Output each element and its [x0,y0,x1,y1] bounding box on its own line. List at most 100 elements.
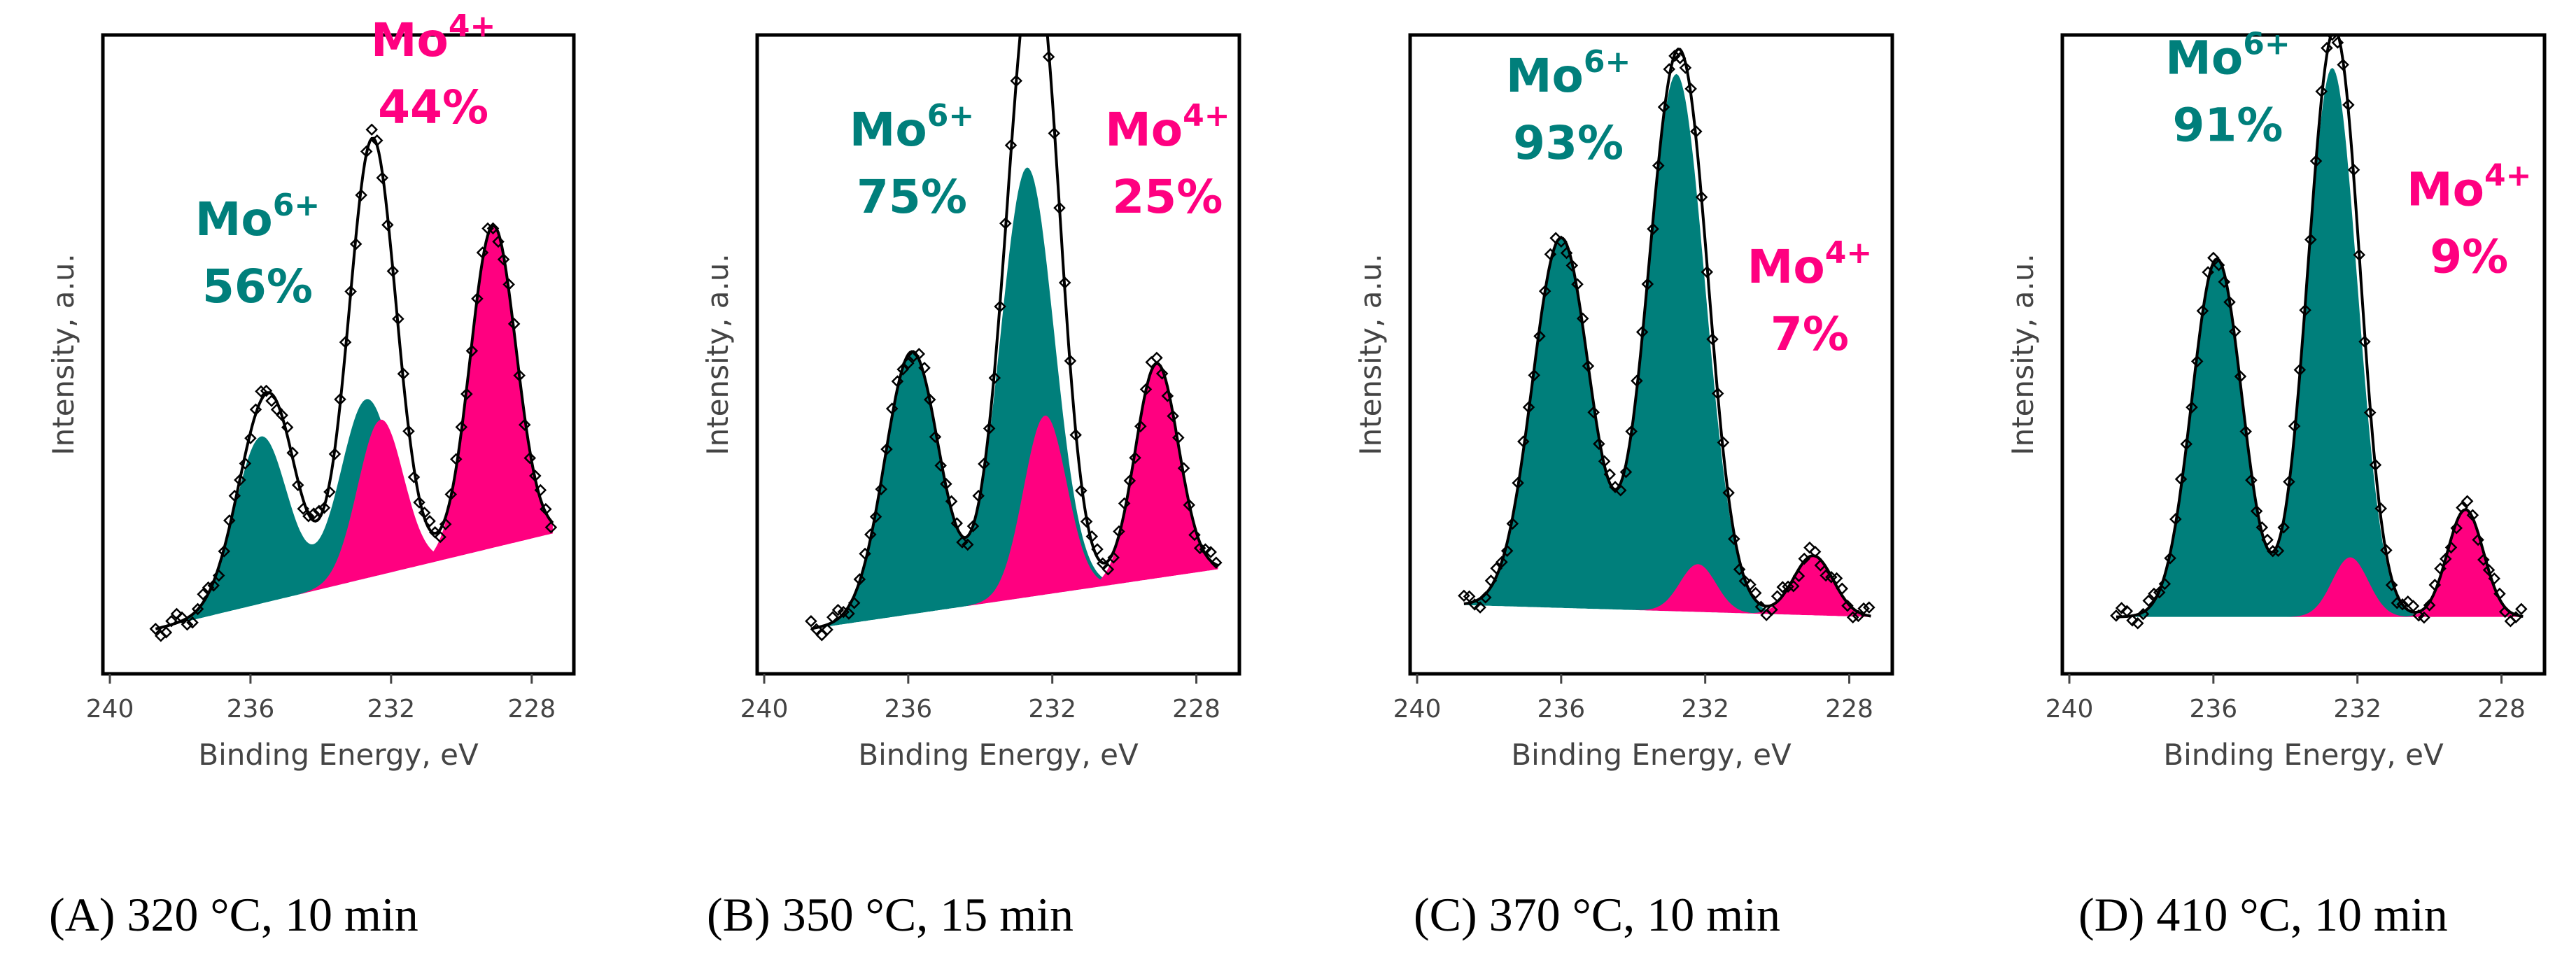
data-point [1167,409,1179,423]
plot-frame [2060,33,2547,676]
data-point [1204,546,1217,558]
data-point [2412,609,2425,622]
data-point [1210,556,1223,569]
annotation-mo4plus: Mo4+ 7% [1747,235,1873,361]
data-point [2132,617,2144,630]
data-point [450,453,463,465]
baseline-region [155,533,553,674]
envelope-line [155,136,554,630]
data-point [880,443,893,456]
data-point [2266,544,2279,558]
data-point [2369,458,2382,472]
data-point [2391,597,2404,609]
x-ticks: 240 236 232 228 [740,674,1220,724]
data-point [2444,541,2458,554]
x-tick-label: 228 [1172,695,1220,724]
panel-caption: (D) 410 °C, 10 min [2078,888,2448,941]
annotation-charge: 6+ [2243,27,2290,62]
data-point [1010,74,1022,87]
x-tick-label: 240 [1393,695,1442,724]
data-point [1474,601,1486,614]
data-point [885,402,899,415]
data-point [1091,543,1104,556]
data-point [2418,611,2430,624]
y-axis-title: Intensity, a.u. [701,253,735,456]
baseline-region [2116,616,2524,674]
data-point [2363,406,2377,419]
data-point [940,477,952,490]
data-point [339,336,352,348]
x-tick-label: 240 [740,695,789,724]
data-point [244,432,257,445]
data-point [934,459,947,472]
data-point [207,579,220,592]
data-point [2515,602,2528,616]
data-point [2148,587,2160,600]
data-point [1695,190,1708,204]
data-point [1123,474,1136,487]
data-point [1684,83,1697,95]
data-point [476,246,489,259]
panel-a: 240 236 232 228 Binding Energy, eV Intensity,… [46,8,576,941]
annotation-species: Mo4+ [2407,157,2532,216]
data-point [1808,545,1822,558]
data-point [1706,333,1719,346]
data-point [1102,563,1115,576]
data-point [386,264,400,278]
x-tick-label: 232 [1028,695,1076,724]
data-point [1668,50,1681,62]
data-point [2110,609,2123,622]
data-point [1538,285,1551,297]
annotation-mo4plus: Mo4+ 44% [371,8,496,134]
data-point [2174,473,2188,486]
x-ticks: 240 236 232 228 [2046,674,2526,724]
annotation-percent: 91% [2172,99,2283,153]
data-point [176,611,188,624]
data-point [2137,607,2150,621]
data-point [945,495,958,508]
data-point [1048,127,1061,140]
data-point [2461,495,2474,508]
data-point [1820,569,1832,582]
data-point [1717,436,1730,449]
data-point [1754,600,1768,614]
data-point [1560,246,1573,260]
annotation-charge: 6+ [273,188,320,223]
data-point [2277,521,2290,534]
data-point [1053,202,1066,214]
data-point [218,545,231,558]
data-point [2326,35,2339,41]
data-point [1042,50,1055,64]
data-point [2228,325,2241,338]
data-point [2353,248,2366,261]
data-point [418,506,431,519]
data-point [2304,233,2317,246]
data-point [956,536,969,549]
data-point [864,528,877,541]
data-point [1782,580,1794,593]
mo4-area-1 [1635,564,1763,614]
data-point [2158,577,2172,591]
x-axis-title: Binding Energy, eV [1511,737,1792,772]
data-point [455,421,468,434]
data-point [1177,462,1190,474]
data-point [1183,498,1196,511]
panel-caption: (C) 370 °C, 10 min [1414,888,1780,941]
data-point [2190,355,2204,368]
data-point [1836,582,1849,595]
data-point [2288,420,2301,432]
annotation-charge: 4+ [1825,235,1872,271]
data-point [2466,509,2479,521]
data-point [1749,586,1762,600]
data-point [481,222,494,235]
data-point [318,501,331,514]
annotation-element: Mo [1105,103,1183,157]
data-point [2142,594,2155,607]
data-point [2299,304,2311,317]
data-point [1199,543,1212,556]
data-point [1673,52,1687,64]
data-point [1161,390,1174,402]
x-tick-label: 236 [884,695,932,724]
data-point [983,422,996,435]
